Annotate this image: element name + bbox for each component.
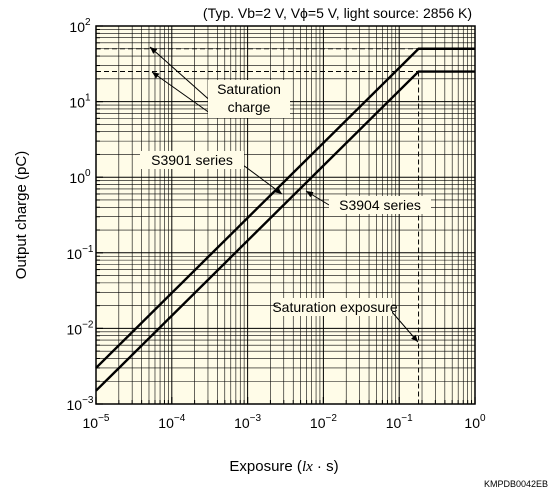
series-layer (95, 47, 475, 392)
x-tick-label: 10−5 (83, 413, 110, 431)
x-axis-label: Exposure (lx · s) (229, 458, 338, 475)
y-tick-label: 101 (69, 93, 91, 111)
saturation-charge-label-line1: Saturation (217, 81, 281, 97)
x-tick-label: 100 (464, 413, 486, 431)
y-tick-label: 10−2 (67, 319, 94, 337)
saturation-charge-arrow-2-leader (151, 71, 215, 117)
saturation-charge-label-bg (208, 80, 290, 118)
x-tick-label: 10−3 (234, 413, 261, 431)
y-tick-label: 10−1 (67, 244, 94, 262)
x-tick-label: 10−4 (158, 413, 185, 431)
saturation-exposure-label-bg (278, 298, 392, 316)
y-axis-label: Output charge (pC) (13, 151, 30, 279)
saturation-charge-arrow-2-arrowhead (152, 72, 160, 79)
x-tick-label: 10−1 (386, 413, 413, 431)
s3904-series-label: S3904 series (339, 197, 421, 213)
chart-subtitle: (Typ. Vb=2 V, Vϕ=5 V, light source: 2856… (203, 5, 472, 21)
saturation-charge-arrow-1-leader (149, 46, 215, 105)
saturation-exposure-label: Saturation exposure (272, 299, 398, 315)
y-tick-labels: 10−3 10−2 10−1 100 101 102 (67, 17, 94, 413)
series-line-1 (95, 47, 475, 369)
y-tick-label: 100 (69, 168, 91, 186)
saturation-charge-arrow-1-arrowhead (150, 47, 158, 54)
s3901-label-leader (242, 164, 283, 195)
saturation-charge-label-line2: charge (228, 99, 271, 115)
s3901-label-arrowhead (274, 187, 282, 194)
axis-ticks (95, 25, 476, 405)
series-line-2 (95, 70, 475, 392)
saturation-exposure-label-arrowhead (411, 334, 418, 342)
s3904-label-arrowhead (306, 191, 314, 198)
y-tick-label: 10−3 (67, 395, 94, 413)
s3901-label-bg (140, 151, 244, 169)
x-tick-labels: 10−5 10−4 10−3 10−2 10−1 100 (83, 413, 487, 431)
plot-frame (95, 25, 476, 405)
y-tick-label: 102 (69, 17, 91, 35)
x-tick-label: 10−2 (310, 413, 337, 431)
saturation-guides (96, 48, 420, 404)
s3901-series-label: S3901 series (151, 152, 233, 168)
annotation-arrows (149, 46, 419, 343)
figure-code: KMPDB0042EB (484, 479, 548, 489)
s3904-label-bg (329, 196, 431, 214)
